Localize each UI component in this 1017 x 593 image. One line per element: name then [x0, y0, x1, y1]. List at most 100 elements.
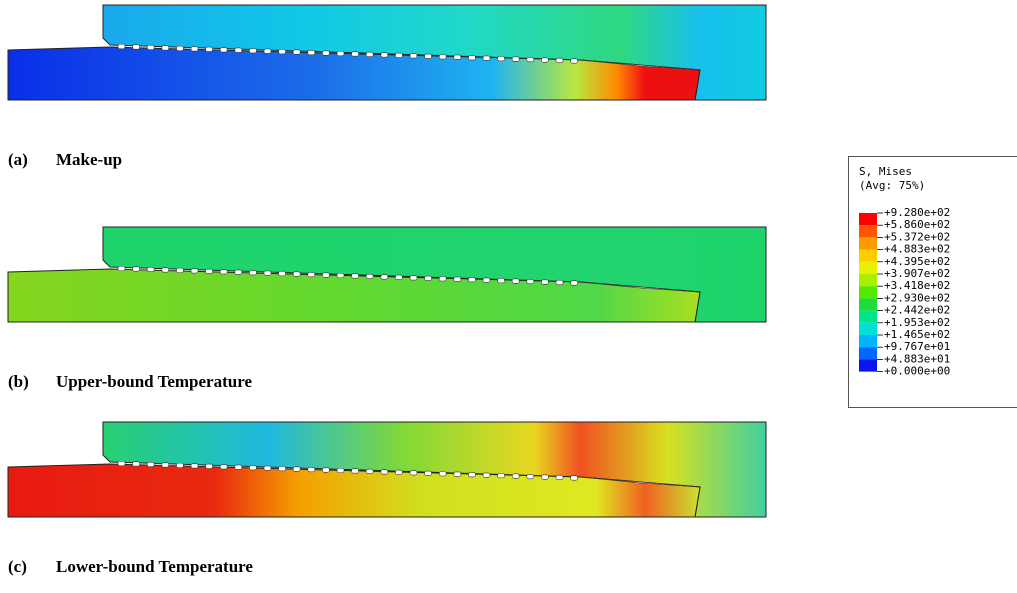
thread-gap	[438, 54, 447, 60]
thread-gap	[570, 58, 578, 64]
thread-gap	[219, 47, 228, 53]
legend-label: +3.907e+02	[884, 267, 950, 280]
caption: (c) Lower-bound Temperature	[8, 557, 253, 577]
thread-gap	[380, 52, 389, 58]
thread-gap	[278, 49, 286, 55]
legend-label: +9.767e+01	[884, 340, 950, 353]
legend: S, Mises (Avg: 75%) +9.280e+02 +5.860e+02…	[848, 156, 1017, 408]
thread-gap	[161, 267, 170, 273]
thread-gap	[249, 270, 257, 276]
thread-gap	[117, 43, 126, 50]
thread-gap	[278, 271, 286, 277]
thread-gap	[322, 50, 330, 56]
legend-swatch	[859, 249, 877, 262]
thread-gap	[570, 475, 578, 481]
thread-gap	[438, 471, 447, 477]
legend-label: +2.442e+02	[884, 304, 950, 317]
thread-gap	[263, 465, 272, 471]
thread-gap	[292, 271, 301, 277]
thread-gap	[526, 279, 535, 285]
thread-gap	[541, 279, 549, 285]
panels	[7, 4, 767, 518]
legend-swatch	[859, 274, 877, 287]
thread-gap	[336, 467, 345, 474]
thread-gap	[146, 266, 155, 272]
thread-gap	[117, 265, 126, 272]
thread-gap	[424, 275, 432, 281]
seal-gap	[579, 476, 701, 488]
thread-gap	[263, 48, 272, 54]
legend-label: +3.418e+02	[884, 279, 950, 292]
thread-gap	[511, 473, 520, 479]
thread-gap	[146, 461, 155, 467]
thread-gap	[365, 468, 374, 474]
thread-gap	[292, 49, 301, 55]
thread-gap	[176, 45, 184, 51]
legend-label: +1.953e+02	[884, 316, 950, 329]
thread-gap	[307, 50, 316, 56]
legend-swatch	[859, 322, 877, 335]
thread-gap	[497, 473, 505, 479]
thread-gap	[307, 467, 316, 473]
legend-swatch	[859, 261, 877, 274]
caption-text: Lower-bound Temperature	[56, 557, 253, 576]
thread-gap	[234, 269, 243, 275]
thread-gap	[365, 51, 374, 57]
caption-label: (a)	[8, 150, 28, 169]
caption-label: (c)	[8, 557, 27, 576]
legend-swatch	[859, 310, 877, 323]
thread-gap	[453, 54, 462, 60]
thread-gap	[555, 279, 564, 286]
legend-swatch	[859, 213, 877, 226]
legend-swatch	[859, 335, 877, 348]
thread-gap	[219, 464, 228, 470]
thread-gap	[292, 466, 301, 472]
thread-gap	[570, 280, 578, 286]
thread-gap	[526, 474, 535, 480]
thread-gap	[322, 467, 330, 473]
thread-gap	[497, 278, 505, 284]
thread-gap	[380, 469, 389, 475]
legend-label: +5.860e+02	[884, 218, 950, 231]
legend-label: +0.000e+00	[884, 365, 950, 378]
thread-gap	[190, 46, 199, 52]
caption-label: (b)	[8, 372, 29, 391]
thread-gap	[336, 272, 345, 279]
caption: (b) Upper-bound Temperature	[8, 372, 252, 392]
legend-label: +2.930e+02	[884, 291, 950, 304]
thread-gap	[176, 462, 184, 468]
thread-gap	[249, 48, 257, 54]
thread-gap	[541, 57, 549, 63]
thread-gap	[146, 44, 155, 50]
thread-gap	[117, 460, 126, 467]
legend-graphic: S, Mises (Avg: 75%) +9.280e+02+5.860e+02…	[859, 165, 950, 378]
thread-gap	[190, 463, 199, 469]
thread-gap	[380, 274, 389, 280]
thread-gap	[249, 465, 257, 471]
thread-gap	[555, 474, 564, 481]
thread-gap	[453, 276, 462, 282]
thread-gap	[161, 45, 170, 51]
thread-gap	[424, 53, 432, 59]
thread-gap	[409, 275, 418, 281]
legend-label: +4.395e+02	[884, 255, 950, 268]
thread-gap	[351, 51, 359, 57]
caption-text: Upper-bound Temperature	[56, 372, 252, 391]
thread-gap	[511, 56, 520, 62]
thread-gap	[205, 268, 213, 274]
legend-title: S, Mises	[859, 165, 912, 178]
thread-gap	[497, 56, 505, 62]
thread-gap	[322, 272, 330, 278]
legend-swatch	[859, 237, 877, 250]
seal-gap	[579, 59, 701, 71]
thread-gap	[482, 277, 491, 283]
thread-gap	[541, 474, 549, 480]
thread-gap	[132, 44, 140, 50]
seal-gap	[579, 281, 701, 293]
thread-gap	[482, 472, 491, 478]
legend-swatch	[859, 347, 877, 360]
thread-gap	[336, 50, 345, 57]
thread-gap	[365, 273, 374, 279]
thread-gap	[468, 277, 476, 283]
